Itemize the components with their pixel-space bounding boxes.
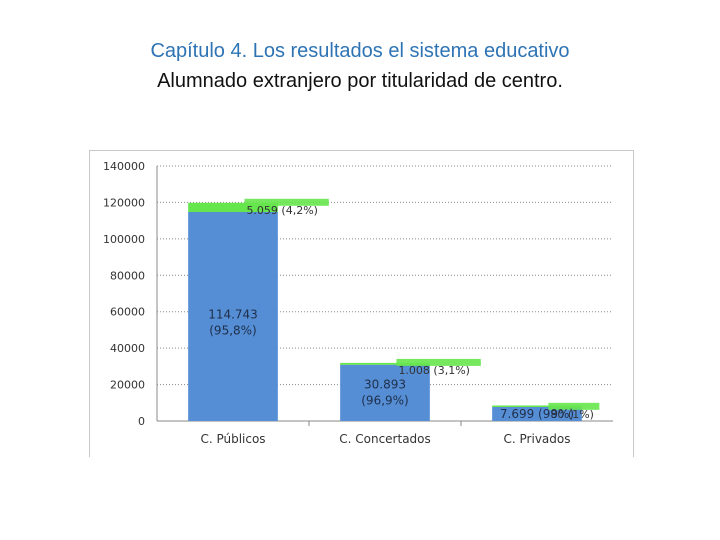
bar-series1 — [340, 364, 430, 421]
y-tick-label: 40000 — [110, 342, 145, 355]
y-tick-label: 140000 — [103, 160, 145, 173]
bar-series2 — [340, 362, 430, 365]
bar-series2 — [492, 405, 582, 407]
data-label-series1: 114.743 — [208, 308, 258, 322]
data-label-series1: 7.699 (99%) — [500, 407, 574, 421]
slide-title: Capítulo 4. Los resultados el sistema ed… — [150, 40, 570, 62]
y-tick-label: 120000 — [103, 196, 145, 209]
bar-series1 — [188, 212, 278, 421]
y-tick-label: 20000 — [110, 379, 145, 392]
y-tick-label: 80000 — [110, 269, 145, 282]
y-tick-label: 0 — [138, 415, 145, 428]
data-label-series2: 1.008 (3,1%) — [398, 364, 470, 377]
x-category-label: C. Públicos — [200, 432, 265, 446]
y-tick-label: 60000 — [110, 306, 145, 319]
x-category-label: C. Privados — [504, 432, 571, 446]
data-label-series1: 30.893 — [364, 378, 406, 392]
data-label-series1: (96,9%) — [361, 394, 408, 408]
data-label-highlight — [396, 358, 481, 366]
bar-series1 — [492, 406, 582, 421]
x-category-label: C. Concertados — [339, 432, 431, 446]
data-label-series2: 5.059 (4,2%) — [246, 204, 318, 217]
data-label-highlight — [244, 198, 329, 206]
data-label-series1: (95,8%) — [209, 324, 256, 338]
bar-series2 — [188, 202, 278, 213]
y-tick-label: 100000 — [103, 233, 145, 246]
data-label-series2: 80 (1%) — [550, 408, 594, 421]
slide-subtitle: Alumnado extranjero por titularidad de c… — [157, 70, 563, 92]
data-label-highlight — [548, 402, 600, 410]
